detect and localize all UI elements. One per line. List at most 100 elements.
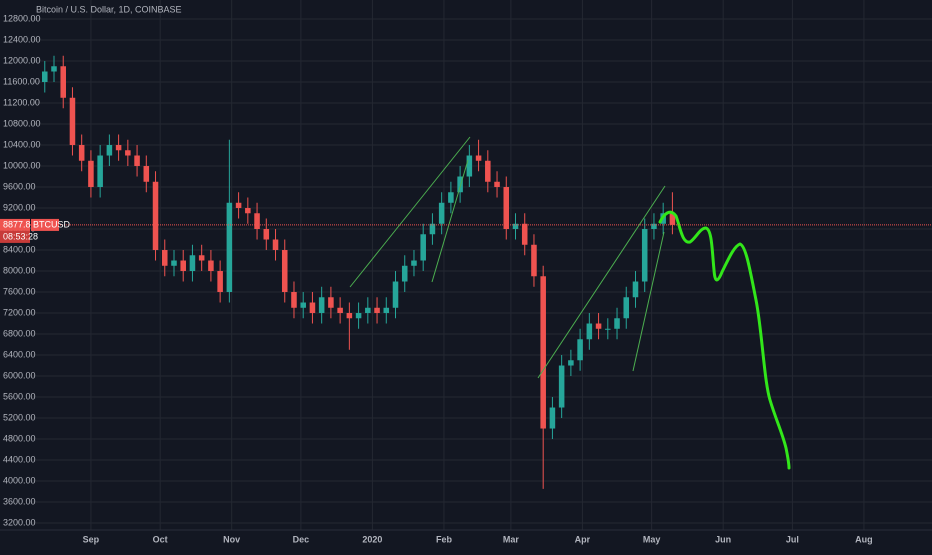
candle-body <box>189 255 196 272</box>
y-tick-label: 9200.00 <box>3 202 36 212</box>
candle-body <box>521 223 528 245</box>
candle-body <box>254 213 260 230</box>
trend-line <box>537 185 666 379</box>
x-tick-label: Oct <box>153 534 168 544</box>
candle-body <box>272 239 279 251</box>
candle-body <box>475 155 482 161</box>
y-tick-label: 10400.00 <box>3 139 41 149</box>
candle-body <box>41 71 48 83</box>
y-tick-label: 3600.00 <box>3 496 36 506</box>
x-tick-label: Aug <box>855 534 873 544</box>
candle-body <box>60 66 66 98</box>
candle-body <box>595 323 602 329</box>
candle-body <box>208 260 214 272</box>
candle-body <box>457 176 463 193</box>
y-tick-label: 6000.00 <box>3 370 36 380</box>
candle-body <box>568 360 574 366</box>
symbol-box <box>31 218 59 231</box>
candle-body <box>503 187 510 230</box>
y-tick-label: 11200.00 <box>3 97 40 107</box>
candle-body <box>51 66 57 72</box>
candle-body <box>420 234 426 261</box>
y-tick-label: 7600.00 <box>3 286 36 296</box>
x-tick-label: Jul <box>786 534 799 544</box>
candle-body <box>69 97 76 146</box>
last-price-box <box>0 218 30 231</box>
y-tick-label: 4800.00 <box>3 433 36 443</box>
candle-body <box>328 297 334 308</box>
y-tick-label: 6800.00 <box>3 328 36 338</box>
candle-body <box>651 223 657 230</box>
candle-body <box>485 160 491 182</box>
candle-body <box>125 150 131 156</box>
candle-body <box>641 229 648 282</box>
candle-body <box>401 265 408 282</box>
y-tick-label: 10800.00 <box>3 118 41 128</box>
countdown-box <box>0 230 30 243</box>
candle-body <box>448 192 454 203</box>
candle-body <box>383 307 390 314</box>
candle-body <box>291 292 297 308</box>
y-tick-label: 4400.00 <box>3 454 36 464</box>
candle-body <box>198 255 205 261</box>
candle-body <box>134 155 140 167</box>
grid <box>0 0 932 531</box>
trend-line <box>632 231 665 372</box>
x-tick-label: Mar <box>503 534 520 544</box>
x-tick-label: Feb <box>436 534 453 544</box>
overlay: 3200.00 3600.00 4000.00 4400.00 4800.00 5200.… <box>0 13 932 544</box>
candle-body <box>614 318 620 329</box>
candle-body <box>549 407 556 429</box>
candle-body <box>97 155 103 188</box>
candle-body <box>438 202 445 224</box>
y-tick-label: 8400.00 <box>3 244 36 254</box>
candle-body <box>171 260 177 266</box>
y-tick-label: 6400.00 <box>3 349 36 359</box>
chart-title: Bitcoin / U.S. Dollar, 1D, COINBASE <box>36 4 182 14</box>
candle-body <box>605 328 611 330</box>
candle-body <box>586 323 593 340</box>
candle-body <box>263 229 270 240</box>
candle-body <box>411 260 417 266</box>
y-tick-label: 9600.00 <box>3 181 36 191</box>
y-tick-label: 11600.00 <box>3 76 40 86</box>
y-tick-label: 5200.00 <box>3 412 36 422</box>
candle-body <box>540 276 546 429</box>
candle-body <box>281 250 288 293</box>
trend-line <box>349 136 471 288</box>
y-tick-label: 12000.00 <box>3 55 41 65</box>
candle-body <box>309 302 316 314</box>
x-tick-label: Nov <box>223 534 240 544</box>
candle-body <box>318 297 325 314</box>
y-tick-label: 10000.00 <box>3 160 41 170</box>
candle-body <box>669 213 676 225</box>
candle-body <box>88 160 94 188</box>
candle-body <box>429 223 436 235</box>
y-tick-label: 12400.00 <box>3 34 41 44</box>
candle-body <box>346 313 353 319</box>
projection-path <box>658 210 791 470</box>
candle-body <box>466 155 473 177</box>
x-tick-label: Jun <box>715 534 731 544</box>
y-tick-label: 12800.00 <box>3 13 41 23</box>
candle-body <box>392 281 399 308</box>
x-tick-label: May <box>643 534 661 544</box>
candle-body <box>161 250 168 266</box>
candle-body <box>226 202 233 293</box>
y-tick-label: 3200.00 <box>3 517 36 527</box>
candle-body <box>577 339 583 361</box>
candle-body <box>512 223 519 230</box>
candle-body <box>623 297 630 319</box>
candle-body <box>78 145 85 161</box>
candle-body <box>365 307 371 314</box>
candle-body <box>143 166 150 182</box>
candle-body <box>106 145 113 156</box>
candle-body <box>558 365 565 408</box>
candle-body <box>152 181 159 251</box>
symbol-label: BTCUSD <box>33 219 71 229</box>
y-tick-label: 8000.00 <box>3 265 36 275</box>
y-tick-label: 7200.00 <box>3 307 36 317</box>
candle-body <box>374 307 380 314</box>
